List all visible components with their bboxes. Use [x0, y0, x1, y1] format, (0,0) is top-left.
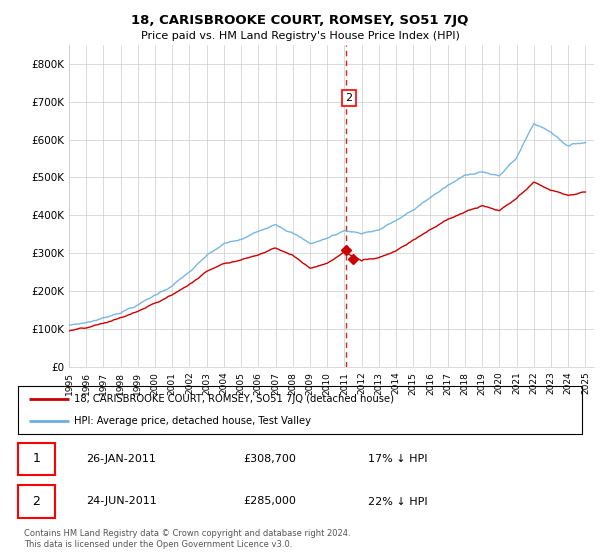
Text: 18, CARISBROOKE COURT, ROMSEY, SO51 7JQ (detached house): 18, CARISBROOKE COURT, ROMSEY, SO51 7JQ …: [74, 394, 394, 404]
Text: 22% ↓ HPI: 22% ↓ HPI: [368, 497, 427, 506]
Text: 1: 1: [32, 452, 40, 465]
Bar: [18, 485, 55, 518]
Text: HPI: Average price, detached house, Test Valley: HPI: Average price, detached house, Test…: [74, 416, 311, 426]
Text: Price paid vs. HM Land Registry's House Price Index (HPI): Price paid vs. HM Land Registry's House …: [140, 31, 460, 41]
Text: 17% ↓ HPI: 17% ↓ HPI: [368, 454, 427, 464]
Text: £285,000: £285,000: [244, 497, 296, 506]
Text: £308,700: £308,700: [244, 454, 296, 464]
Text: 2: 2: [32, 495, 40, 508]
Text: 18, CARISBROOKE COURT, ROMSEY, SO51 7JQ: 18, CARISBROOKE COURT, ROMSEY, SO51 7JQ: [131, 14, 469, 27]
Bar: [18, 442, 55, 475]
Text: 26-JAN-2011: 26-JAN-2011: [86, 454, 155, 464]
Text: Contains HM Land Registry data © Crown copyright and database right 2024.
This d: Contains HM Land Registry data © Crown c…: [24, 529, 350, 549]
Text: 2: 2: [346, 93, 353, 103]
Text: 24-JUN-2011: 24-JUN-2011: [86, 497, 157, 506]
